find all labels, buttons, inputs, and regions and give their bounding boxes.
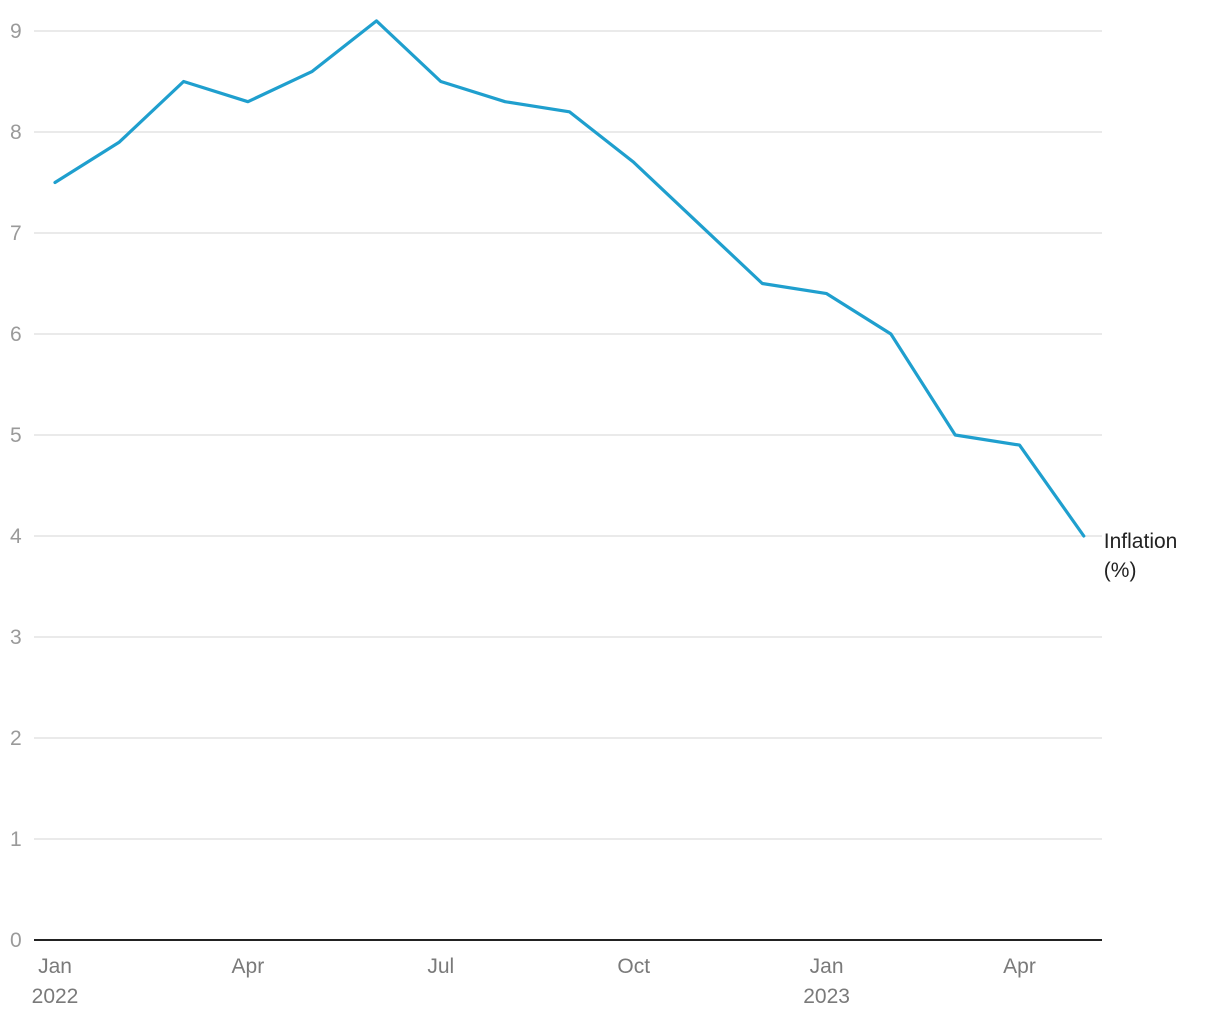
y-axis-ticks: 0 1 2 3 4 5 6 7 8 9 (10, 20, 22, 952)
x-tick-label: Apr (232, 955, 265, 978)
x-tick-year-label: 2023 (803, 985, 850, 1008)
series-labels: Inflation (%) (1104, 530, 1178, 582)
y-tick-label: 7 (10, 222, 22, 245)
y-tick-label: 9 (10, 20, 22, 43)
x-tick-label: Oct (617, 955, 650, 978)
y-tick-label: 4 (10, 525, 22, 548)
x-tick-label: Apr (1003, 955, 1036, 978)
x-tick-label: Jan (810, 955, 844, 978)
y-tick-label: 2 (10, 727, 22, 750)
y-tick-label: 5 (10, 424, 22, 447)
y-tick-label: 3 (10, 626, 22, 649)
gridlines (34, 30, 1102, 840)
x-tick-year-label: 2022 (32, 985, 79, 1008)
x-tick-label: Jul (427, 955, 454, 978)
series-line (53, 19, 1086, 538)
series-label: (%) (1104, 559, 1137, 582)
y-tick-label: 8 (10, 121, 22, 144)
x-tick-label: Jan (38, 955, 72, 978)
series-label: Inflation (1104, 530, 1178, 553)
y-tick-label: 0 (10, 929, 22, 952)
x-axis-ticks: Jan 2022 Apr Jul Oct Jan 2023 Apr (32, 955, 1036, 1008)
y-tick-label: 1 (10, 828, 22, 851)
y-tick-label: 6 (10, 323, 22, 346)
series-lines (53, 19, 1086, 538)
